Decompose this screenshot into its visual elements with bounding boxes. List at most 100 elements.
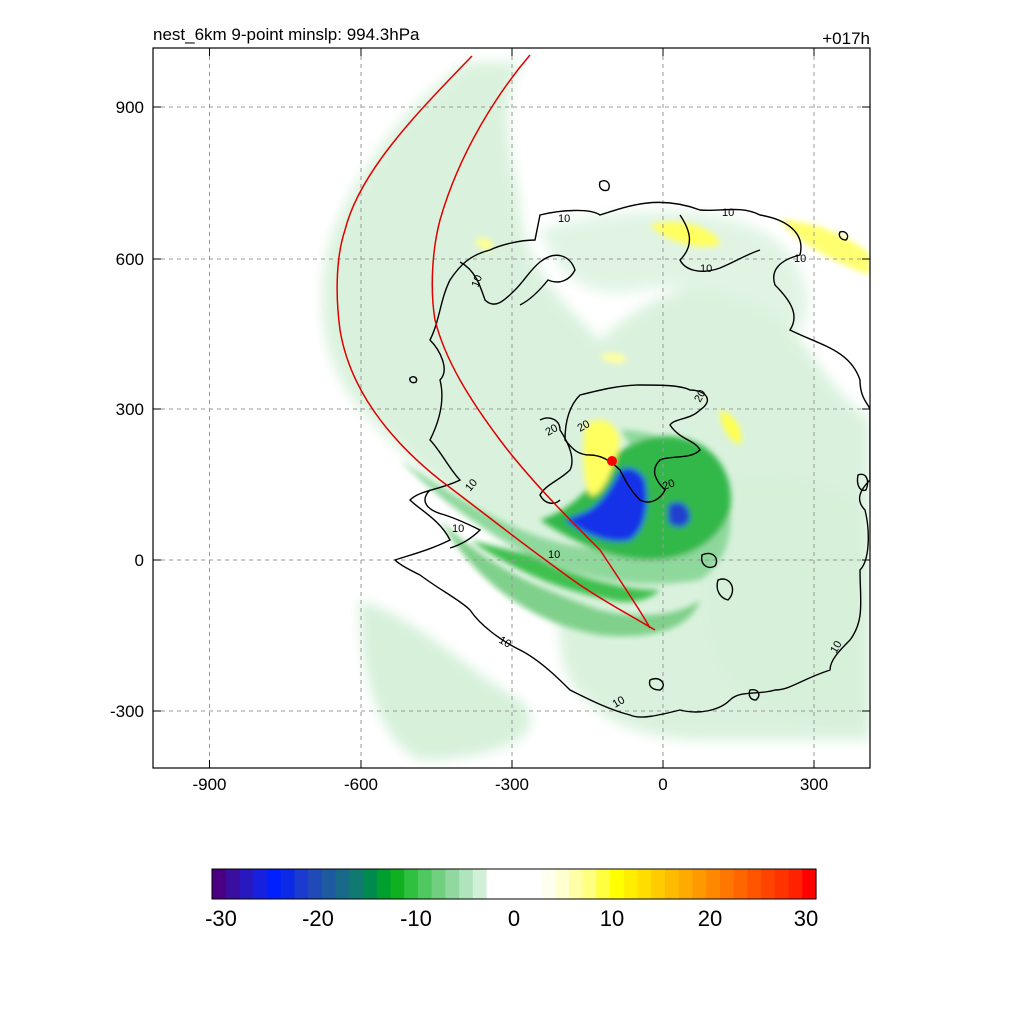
colorbar-cell (212, 869, 227, 899)
shade-green-rainband (440, 520, 700, 637)
colorbar-cell (623, 869, 639, 899)
track-left-outer (336, 55, 656, 631)
cbar-tick-label-3: 0 (508, 906, 520, 931)
colorbar-cell (555, 869, 570, 899)
colorbar-cell (239, 869, 254, 899)
colorbar-cell (321, 869, 337, 899)
storm-center-marker (607, 456, 617, 466)
colorbar-cell (500, 869, 515, 899)
colorbar-cell (349, 869, 364, 899)
colorbar-cell (582, 869, 597, 899)
contour-closed-small-6 (748, 688, 760, 701)
shade-green-rainband-inner (470, 540, 660, 602)
contour-label-8: 10 (548, 549, 560, 561)
forecast-hour: +017h (822, 29, 870, 48)
contour-10-east (679, 214, 761, 272)
contour-10-outer (393, 201, 870, 718)
colorbar-cell (651, 869, 666, 899)
x-tick-labels: -900 -600 -300 0 300 (192, 775, 828, 794)
y-tick-label-4: 900 (116, 98, 144, 117)
x-tick-label-0: -900 (192, 775, 226, 794)
colorbar-cell (610, 869, 625, 899)
y-tick-labels: -300 0 300 600 900 (110, 98, 144, 721)
contour-label-9: 10 (497, 634, 514, 651)
contour-label-10: 10 (611, 694, 628, 711)
colorbar-cell (486, 869, 501, 899)
contour-closed-small-2 (409, 376, 418, 384)
colorbar-cell (568, 869, 584, 899)
colorbar-cell (294, 869, 309, 899)
colorbar-cell (802, 869, 817, 899)
contour-label-east-10: 10 (828, 639, 845, 656)
contour-label-5: 10 (470, 273, 485, 289)
contour-label-1: 10 (558, 213, 570, 225)
colorbar-cell (376, 869, 392, 899)
y-tick-label-1: 0 (135, 551, 144, 570)
colorbar-cell (253, 869, 268, 899)
grid (153, 48, 870, 768)
shade-yellow-northeast (720, 410, 742, 445)
colorbar-cell (472, 869, 488, 899)
colorbar-cell (692, 869, 707, 899)
track-right-inner (431, 54, 651, 629)
colorbar-cell (445, 869, 460, 899)
shade-yellow-small (475, 238, 493, 251)
colorbar-cell (637, 869, 652, 899)
colorbar-cell (335, 869, 350, 899)
storm-track (336, 54, 656, 631)
shade-light-green-northeast (540, 211, 808, 330)
shade-yellow-far-right (780, 220, 870, 275)
shade-blue-core (565, 468, 647, 542)
contour-closed-small-5 (648, 678, 664, 691)
y-tick-label-0: -300 (110, 702, 144, 721)
colorbar-cell (431, 869, 446, 899)
colorbar-cell (541, 869, 556, 899)
contour-10-southwest (424, 489, 482, 549)
contour-closed-small-1 (598, 180, 610, 192)
cbar-tick-label-1: -20 (302, 906, 334, 931)
contour-label-3: 10 (700, 263, 712, 275)
colorbar-cell (417, 869, 433, 899)
contour-label-11: 20 (692, 388, 709, 405)
contour-label-4: 10 (794, 253, 806, 265)
contour-label-12: 20 (544, 422, 561, 439)
colorbar-cells (212, 869, 817, 899)
contour-label-2: 10 (722, 207, 734, 219)
axis-ticks (153, 48, 870, 768)
shade-light-green-south (360, 600, 531, 760)
y-tick-label-2: 300 (116, 400, 144, 419)
colorbar-cell (665, 869, 680, 899)
contour-closed-small-4 (716, 578, 734, 601)
cbar-tick-label-5: 20 (698, 906, 722, 931)
x-tick-label-3: 0 (658, 775, 667, 794)
contour-label-14: 20 (661, 477, 677, 492)
contour-20-inner (564, 384, 709, 503)
contour-closed-small-8 (838, 230, 849, 241)
y-tick-label-3: 600 (116, 250, 144, 269)
colorbar-cell (390, 869, 405, 899)
contour-label-13: 20 (576, 418, 593, 435)
colorbar-cell (404, 869, 419, 899)
contour-closed-small-3 (700, 552, 718, 569)
contour-labels: 10 10 10 10 10 10 10 10 10 10 20 20 20 2… (452, 207, 806, 711)
colorbar-cell (733, 869, 748, 899)
cbar-tick-label-0: -30 (205, 906, 237, 931)
colorbar-cell (266, 869, 282, 899)
cbar-tick-label-2: -10 (400, 906, 432, 931)
colorbar-cell (761, 869, 776, 899)
contour-closed-small-7 (856, 473, 869, 492)
colorbar-cell (678, 869, 694, 899)
colorbar-cell (527, 869, 543, 899)
colorbar-tick-labels: -30 -20 -10 0 10 20 30 (205, 906, 818, 931)
shaded-field (322, 62, 870, 760)
contour-10-inner (459, 254, 576, 306)
shade-yellow-top-right (650, 221, 720, 247)
colorbar-cell (706, 869, 721, 899)
x-tick-label-2: -300 (495, 775, 529, 794)
colorbar-cell (459, 869, 474, 899)
colorbar-cell (596, 869, 611, 899)
shade-light-green-east (706, 476, 870, 723)
colorbar-frame (211, 868, 817, 900)
chart-title: nest_6km 9-point minslp: 994.3hPa (153, 25, 420, 44)
